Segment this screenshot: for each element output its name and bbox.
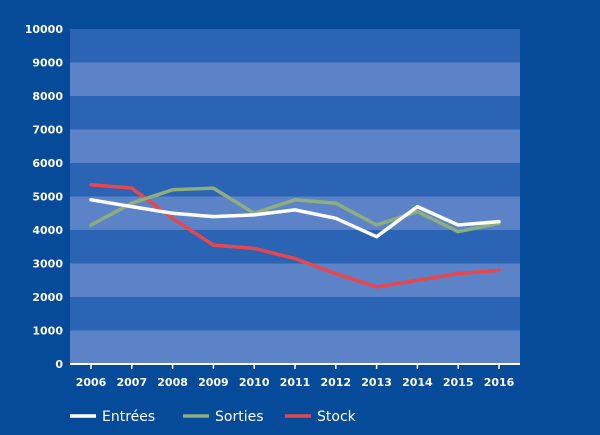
grid-band bbox=[70, 297, 520, 331]
x-tick-label: 2007 bbox=[116, 376, 147, 389]
legend-label: Sorties bbox=[215, 409, 264, 425]
y-tick-label: 4000 bbox=[32, 224, 63, 237]
x-tick-label: 2010 bbox=[239, 376, 270, 389]
y-tick-label: 10000 bbox=[25, 23, 64, 36]
x-tick-label: 2016 bbox=[484, 376, 515, 389]
series-line-entres bbox=[89, 198, 501, 239]
y-tick-label: 9000 bbox=[32, 57, 63, 70]
y-tick-label: 5000 bbox=[32, 191, 63, 204]
grid-band bbox=[70, 263, 520, 297]
grid-band bbox=[70, 129, 520, 163]
plot-bands bbox=[70, 29, 520, 364]
series-line-stock bbox=[89, 183, 501, 289]
grid-band bbox=[70, 330, 520, 364]
x-tick-label: 2009 bbox=[198, 376, 229, 389]
legend-label: Entrées bbox=[102, 409, 155, 425]
y-tick-label: 0 bbox=[55, 358, 63, 371]
y-tick-label: 1000 bbox=[32, 325, 63, 338]
legend: Entrées Sorties Stock bbox=[70, 409, 357, 425]
x-tick-label: 2008 bbox=[157, 376, 188, 389]
y-tick-label: 3000 bbox=[32, 258, 63, 271]
y-axis-ticks: 0 1000 2000 3000 4000 5000 6000 7000 8000 9000 100… bbox=[25, 23, 64, 371]
grid-band bbox=[70, 96, 520, 130]
series-lines bbox=[89, 183, 501, 289]
y-tick-label: 7000 bbox=[32, 124, 63, 137]
grid-band bbox=[70, 62, 520, 96]
x-tick-label: 2013 bbox=[361, 376, 392, 389]
y-tick-label: 8000 bbox=[32, 90, 63, 103]
series-line-sorties bbox=[89, 186, 501, 234]
x-tick-label: 2012 bbox=[320, 376, 351, 389]
x-tick-label: 2011 bbox=[280, 376, 311, 389]
y-tick-label: 2000 bbox=[32, 291, 63, 304]
y-tick-label: 6000 bbox=[32, 157, 63, 170]
x-tick-label: 2014 bbox=[402, 376, 433, 389]
x-tick-label: 2006 bbox=[76, 376, 107, 389]
grid-band bbox=[70, 163, 520, 197]
grid-band bbox=[70, 29, 520, 63]
legend-label: Stock bbox=[317, 409, 357, 425]
x-tick-label: 2015 bbox=[443, 376, 474, 389]
x-axis-ticks: 2006 2007 2008 2009 2010 2011 2012 2013 2014 2015… bbox=[76, 364, 515, 389]
